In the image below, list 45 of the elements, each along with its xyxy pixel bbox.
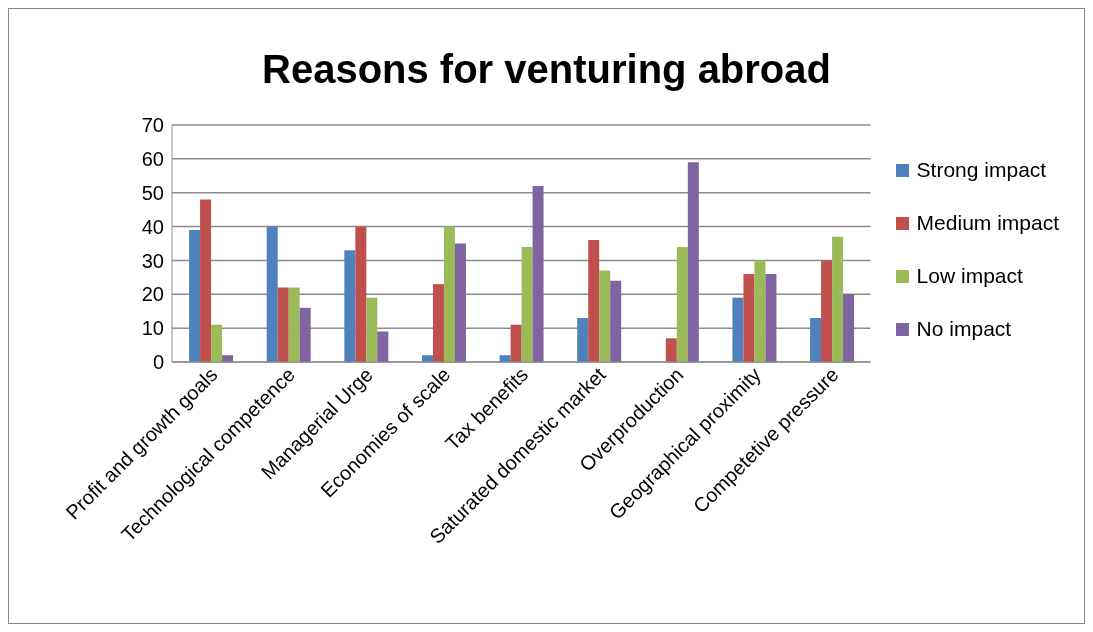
y-tick-label: 10: [141, 317, 164, 340]
y-tick-label: 60: [141, 147, 164, 170]
bar: [288, 287, 300, 362]
bar: [532, 185, 544, 362]
bar: [588, 240, 600, 362]
bar: [610, 280, 622, 362]
chart-title: Reasons for venturing abroad: [261, 46, 832, 93]
bar: [810, 317, 822, 362]
bar: [355, 226, 367, 362]
bar: [821, 260, 833, 362]
bar: [277, 287, 289, 362]
bar: [366, 297, 378, 362]
y-tick-label: 20: [141, 283, 164, 306]
bar: [211, 324, 223, 362]
legend-label: No impact: [916, 317, 1012, 341]
bar: [843, 294, 855, 362]
bar: [200, 199, 212, 362]
y-tick-label: 0: [152, 351, 164, 374]
bar: [832, 236, 844, 362]
bar: [443, 226, 455, 362]
bar: [743, 273, 755, 362]
bar: [577, 317, 589, 362]
bar: [344, 250, 356, 362]
bar: [510, 324, 522, 362]
bar: [521, 246, 533, 362]
bar: [299, 307, 311, 362]
bar: [432, 284, 444, 362]
bar: [454, 243, 466, 362]
y-tick-label: 50: [141, 181, 164, 204]
bar: [377, 331, 389, 362]
y-tick-label: 30: [141, 249, 164, 272]
bar: [189, 229, 201, 362]
bar: [765, 273, 777, 362]
bar: [266, 226, 278, 362]
legend-label: Low impact: [916, 264, 1023, 288]
legend-label: Strong impact: [916, 158, 1047, 182]
bar: [676, 246, 688, 362]
bar: [599, 270, 611, 362]
legend-label: Medium impact: [916, 211, 1059, 235]
bar: [665, 338, 677, 362]
y-tick-label: 40: [141, 215, 164, 238]
bar: [687, 162, 699, 362]
bar: [732, 297, 744, 362]
y-tick-label: 70: [141, 114, 164, 137]
bar: [754, 260, 766, 362]
